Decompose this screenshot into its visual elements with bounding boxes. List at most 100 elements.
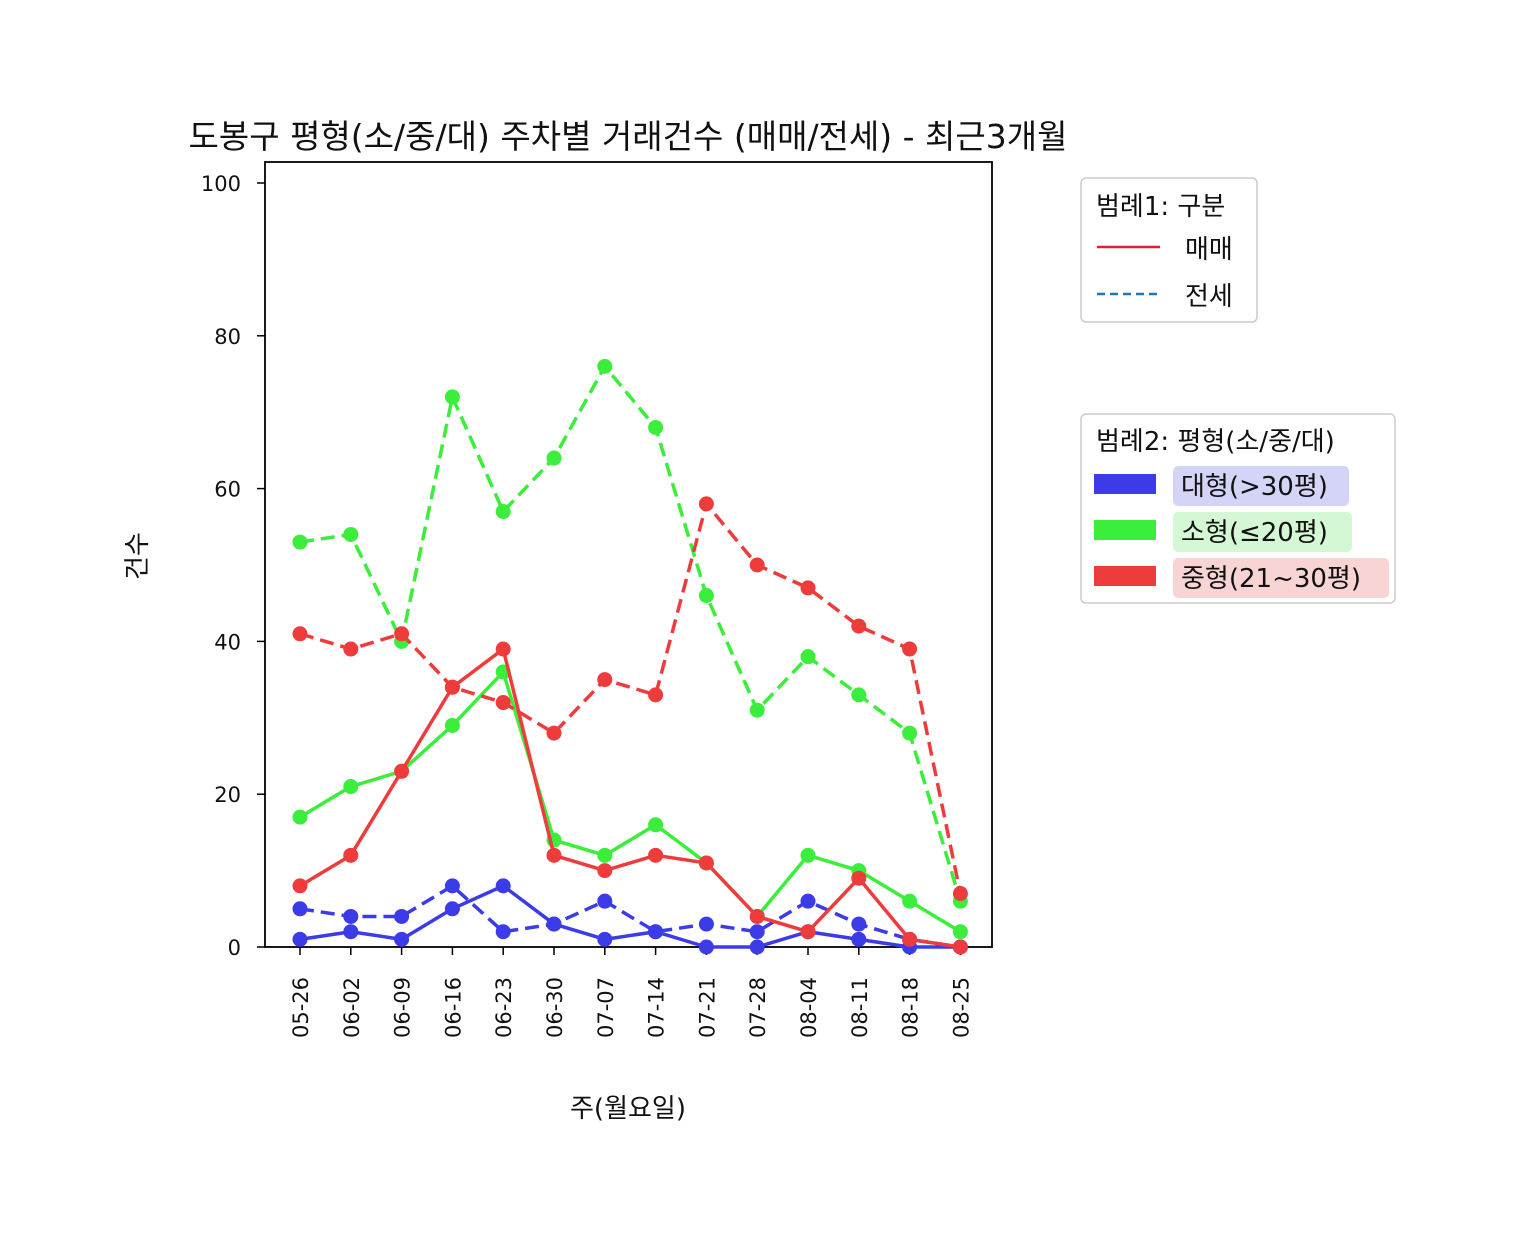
data-point: [343, 847, 359, 863]
data-point: [292, 809, 308, 825]
data-point: [597, 931, 613, 947]
series-4: [292, 641, 968, 955]
data-point: [952, 924, 968, 940]
y-tick-label: 60: [214, 478, 241, 502]
series-2: [292, 664, 968, 940]
data-point: [495, 924, 511, 940]
data-point: [444, 679, 460, 695]
data-point: [800, 924, 816, 940]
series-layer: [292, 358, 968, 955]
data-point: [292, 878, 308, 894]
data-point: [394, 908, 410, 924]
y-axis-label: 건수: [123, 532, 153, 580]
series-line: [299, 502, 963, 894]
data-point: [698, 496, 714, 512]
data-point: [292, 901, 308, 917]
legend-type: 범례1: 구분 매매 전세: [1080, 177, 1258, 323]
series-5: [292, 496, 968, 902]
data-point: [851, 618, 867, 634]
data-point: [343, 641, 359, 657]
data-point: [749, 924, 765, 940]
data-point: [394, 763, 410, 779]
data-point: [800, 893, 816, 909]
data-point: [444, 717, 460, 733]
plot-frame: [264, 161, 993, 948]
data-point: [546, 847, 562, 863]
data-point: [800, 649, 816, 665]
x-tick-label: 06-30: [543, 977, 567, 1038]
data-point: [444, 389, 460, 405]
data-point: [800, 847, 816, 863]
data-point: [597, 847, 613, 863]
data-point: [597, 893, 613, 909]
legend-size-swatch-large: [1094, 474, 1156, 494]
legend-size-label-bg-small: [1173, 512, 1352, 552]
legend-size-label-medium: 중형(21~30평): [1181, 564, 1361, 594]
series-3: [292, 358, 968, 909]
data-point: [851, 870, 867, 886]
data-point: [546, 725, 562, 741]
data-point: [292, 626, 308, 642]
x-tick-label: 07-07: [594, 977, 618, 1038]
data-point: [597, 863, 613, 879]
data-point: [800, 580, 816, 596]
series-line: [299, 647, 961, 949]
legend-size-label-bg-large: [1173, 466, 1349, 506]
x-tick-label: 08-25: [949, 977, 973, 1038]
legend-type-title: 범례1: 구분: [1096, 192, 1225, 222]
data-point: [292, 534, 308, 550]
data-point: [597, 358, 613, 374]
data-point: [648, 847, 664, 863]
data-point: [394, 626, 410, 642]
x-axis-label: 주(월요일): [570, 1094, 686, 1124]
x-tick-label: 05-26: [289, 977, 313, 1038]
x-tick-label: 07-21: [695, 977, 719, 1038]
x-tick-label: 08-18: [899, 977, 923, 1038]
data-point: [597, 672, 613, 688]
x-tick-label: 06-23: [492, 977, 516, 1038]
data-point: [749, 702, 765, 718]
y-tick-label: 80: [214, 325, 241, 349]
data-point: [698, 939, 714, 955]
chart-title: 도봉구 평형(소/중/대) 주차별 거래건수 (매매/전세) - 최근3개월: [189, 117, 1068, 156]
x-tick-label: 07-14: [645, 977, 669, 1038]
series-line: [299, 884, 961, 949]
y-axis: 0 20 40 60 80 100: [201, 172, 265, 960]
data-point: [851, 687, 867, 703]
data-point: [749, 939, 765, 955]
data-point: [902, 931, 918, 947]
y-tick-label: 0: [228, 936, 241, 960]
series-line: [299, 884, 961, 949]
legend-type-frame: [1080, 177, 1258, 323]
x-tick-label: 06-16: [441, 977, 465, 1038]
data-point: [902, 725, 918, 741]
legend-size-label-large: 대형(>30평): [1181, 472, 1328, 502]
y-tick-label: 100: [201, 172, 241, 196]
legend-size-swatch-small: [1094, 520, 1156, 540]
series-line: [299, 670, 962, 934]
x-axis: 05-26 06-02 06-09 06-16 06-23 06-30 07-07 07-14…: [289, 947, 973, 1038]
legend-size-label-bg-medium: [1173, 558, 1389, 598]
data-point: [698, 916, 714, 932]
legend-size-label-small: 소형(≤20평): [1181, 518, 1328, 548]
data-point: [343, 924, 359, 940]
data-point: [546, 916, 562, 932]
data-point: [444, 878, 460, 894]
data-point: [343, 526, 359, 542]
data-point: [495, 878, 511, 894]
legend-size-swatch-medium: [1094, 566, 1156, 586]
x-tick-label: 06-09: [391, 977, 415, 1038]
legend-size-title: 범례2: 평형(소/중/대): [1096, 427, 1335, 457]
data-point: [495, 504, 511, 520]
series-line: [299, 364, 963, 902]
data-point: [698, 855, 714, 871]
data-point: [851, 916, 867, 932]
data-point: [648, 687, 664, 703]
data-point: [546, 450, 562, 466]
data-point: [851, 931, 867, 947]
data-point: [648, 924, 664, 940]
data-point: [749, 908, 765, 924]
data-point: [343, 779, 359, 795]
